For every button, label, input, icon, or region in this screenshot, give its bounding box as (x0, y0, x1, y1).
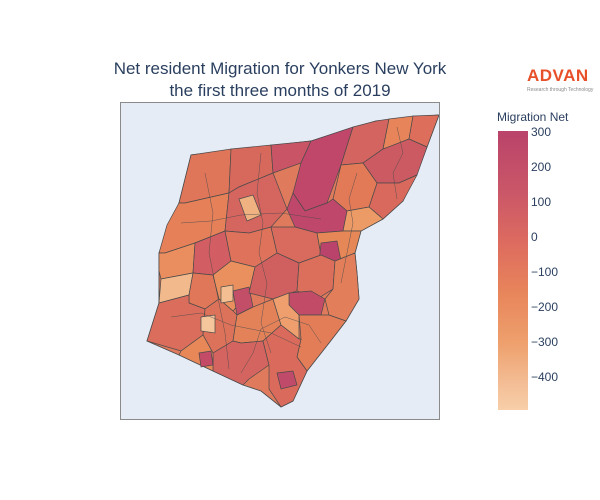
colorbar-tick: 300 (531, 125, 552, 139)
title-line-2: the first three months of 2019 (169, 81, 391, 100)
colorbar-tick: 200 (531, 160, 552, 174)
logo-tagline: Research through Technology (527, 87, 594, 93)
colorbar-tick: −100 (531, 265, 559, 279)
boundary-line (180, 212, 322, 224)
district[interactable] (262, 324, 308, 408)
choropleth-map[interactable] (121, 103, 440, 420)
colorbar-gradient (498, 131, 528, 410)
district[interactable] (342, 206, 384, 232)
advan-logo: ADVAN Research through Technology (527, 66, 597, 93)
colorbar-tick: 0 (531, 230, 538, 244)
district-layer (146, 114, 439, 408)
colorbar-tick: −300 (531, 335, 559, 349)
chart-title: Net resident Migration for Yonkers New Y… (40, 58, 520, 102)
boundary-line (256, 152, 272, 354)
boundary-line (170, 312, 302, 348)
district[interactable] (276, 370, 298, 390)
subdivision-lines (170, 126, 404, 374)
district[interactable] (220, 284, 234, 304)
colorbar-tick: −200 (531, 300, 559, 314)
boundary-line (392, 126, 404, 200)
district[interactable] (198, 350, 214, 368)
boundary-line (240, 316, 322, 374)
colorbar-tick: −400 (531, 370, 559, 384)
map-area[interactable] (120, 102, 440, 420)
boundary-line (204, 172, 230, 370)
colorbar-title: Migration Net (497, 110, 569, 124)
logo-wordmark: ADVAN (527, 66, 589, 85)
district[interactable] (200, 314, 216, 334)
boundary-line (340, 172, 358, 284)
colorbar-tick: 100 (531, 195, 552, 209)
title-line-1: Net resident Migration for Yonkers New Y… (113, 59, 447, 78)
